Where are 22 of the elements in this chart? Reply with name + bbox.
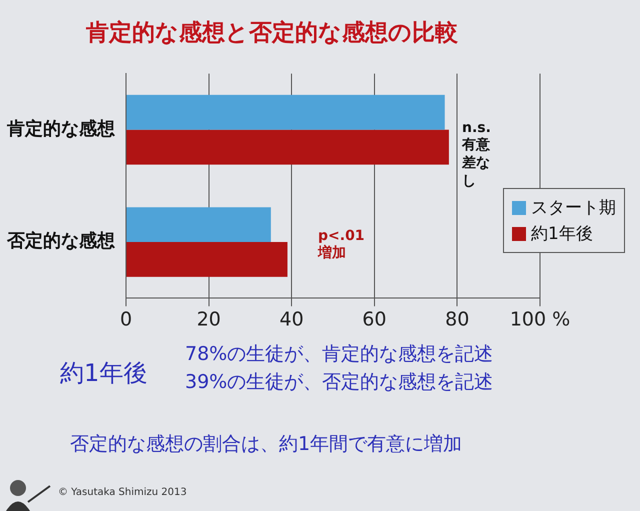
x-tick-label: 80 xyxy=(445,308,470,331)
legend-label: スタート期 xyxy=(531,197,616,219)
text: 否定的な感想の割合は、約1年間で有意に増加 xyxy=(70,432,462,457)
y-tick-label: 肯定的な感想 xyxy=(6,118,115,140)
x-tick-label: 60 xyxy=(362,308,386,331)
x-tick-label: 100 % xyxy=(510,308,570,331)
y-tick-label: 否定的な感想 xyxy=(6,230,115,252)
bar xyxy=(126,94,445,130)
legend-label: 約1年後 xyxy=(531,223,593,245)
x-tick-label: 20 xyxy=(196,308,221,331)
chart-title: 肯定的な感想と否定的な感想の比較 xyxy=(85,18,459,46)
text: 78%の生徒が、肯定的な感想を記述 xyxy=(185,342,494,367)
annotation: p<.01 増加 xyxy=(318,228,365,262)
text: 約1年後 xyxy=(60,358,148,389)
bar xyxy=(126,130,449,165)
annotation: n.s. 有意差なし xyxy=(462,120,491,190)
x-tick-label: 0 xyxy=(120,308,132,331)
text: 39%の生徒が、否定的な感想を記述 xyxy=(185,370,494,395)
bar xyxy=(126,207,271,242)
text: © Yasutaka Shimizu 2013 xyxy=(58,487,187,498)
bar xyxy=(126,242,288,277)
x-tick-label: 40 xyxy=(280,308,304,331)
